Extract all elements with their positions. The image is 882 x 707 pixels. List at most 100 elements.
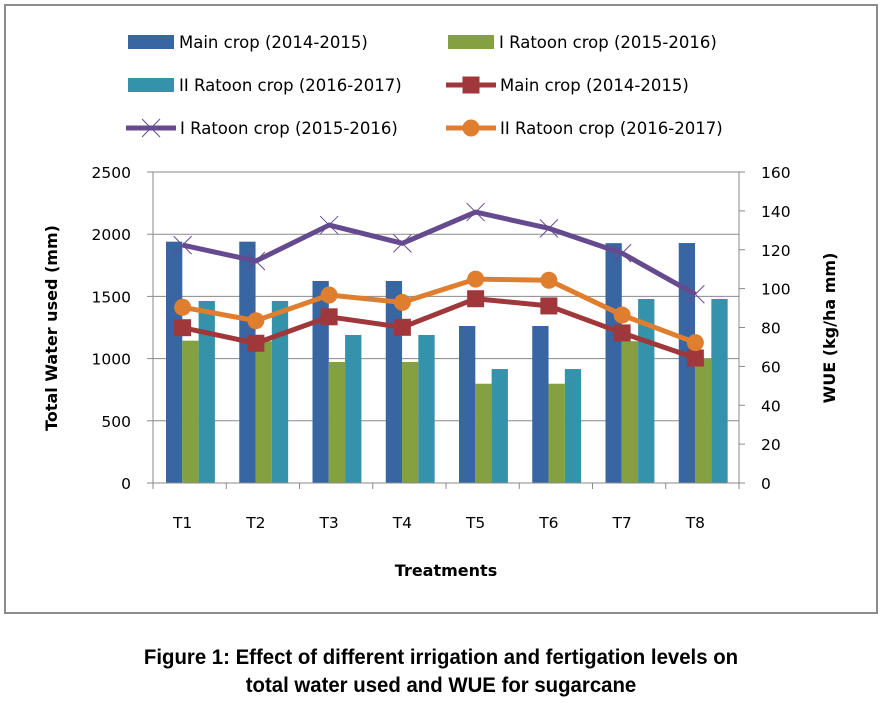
- line-1-point-t5: [467, 290, 485, 308]
- chart-frame: [4, 4, 878, 614]
- line-3-point-t2: [247, 312, 265, 330]
- bar-1-t3: [312, 280, 329, 483]
- line-series-1: [182, 296, 697, 361]
- bar-3-t2: [271, 301, 289, 483]
- legend-label: II Ratoon crop (2016-2017): [179, 76, 402, 95]
- legend-label: Main crop (2014-2015): [179, 33, 368, 52]
- x-stroke: [319, 215, 339, 235]
- y-axis-title: Total Water used (mm): [42, 225, 61, 431]
- y-tick-label: 1500: [92, 288, 131, 306]
- line-1-point-t7: [613, 324, 631, 342]
- bar-2-t5: [475, 383, 492, 483]
- legend-label: I Ratoon crop (2015-2016): [180, 119, 398, 138]
- line-2-point-t1: [173, 235, 192, 255]
- x-stroke: [466, 202, 485, 222]
- x-tick-label: T8: [685, 514, 705, 532]
- y-tick-label: 0: [121, 475, 131, 493]
- line-1-point-t4: [393, 318, 411, 336]
- bar-3-t6: [564, 369, 582, 483]
- line-3-point-t6: [540, 271, 558, 289]
- line-1-point-t1: [174, 319, 192, 337]
- legend-label: II Ratoon crop (2016-2017): [500, 119, 723, 138]
- legend-swatch: [448, 35, 494, 49]
- legend-swatch: [128, 78, 174, 92]
- line-2-point-t3: [319, 215, 339, 235]
- caption-line-2: total water used and WUE for sugarcane: [245, 674, 637, 697]
- y2-tick-label: 80: [761, 320, 781, 338]
- legend-item-4: Main crop (2014-2015): [446, 76, 689, 95]
- bar-2-t8: [695, 358, 712, 483]
- y2-tick-label: 120: [761, 242, 791, 260]
- x-stroke: [393, 233, 412, 253]
- tick-labels: 0 500 1000 1500 2000 2500 0 20 40 60 80 100 120 140 16…: [92, 164, 791, 532]
- x-stroke: [173, 235, 192, 255]
- line-3-point-t5: [467, 270, 485, 288]
- x-tick-label: T7: [611, 514, 631, 532]
- bar-1-t7: [605, 243, 622, 483]
- legend-item-5: I Ratoon crop (2015-2016): [126, 118, 398, 138]
- x-tick-label: T2: [245, 514, 265, 532]
- legend-item-3: II Ratoon crop (2016-2017): [128, 76, 402, 95]
- line-3-point-t1: [174, 298, 192, 316]
- axes: [147, 171, 745, 489]
- line-2-point-t8: [686, 284, 705, 304]
- bars: [166, 241, 728, 483]
- x-stroke: [246, 251, 266, 271]
- legend-item-6: II Ratoon crop (2016-2017): [446, 119, 723, 138]
- line-2-point-t7: [612, 243, 632, 263]
- line-3-point-t3: [320, 286, 338, 304]
- legend-item-2: I Ratoon crop (2015-2016): [448, 33, 717, 52]
- y-tick-label: 2500: [92, 164, 131, 182]
- legend-marker: [141, 118, 161, 138]
- bar-2-t1: [182, 340, 199, 483]
- line-2-point-t6: [539, 219, 559, 238]
- bar-2-t2: [255, 341, 272, 483]
- line-2-point-t4: [393, 233, 412, 253]
- bar-1-t6: [532, 326, 549, 483]
- lines: [173, 202, 705, 367]
- legend: Main crop (2014-2015) I Ratoon crop (2015…: [126, 33, 723, 138]
- y2-tick-label: 60: [761, 358, 781, 376]
- x-tick-label: T5: [465, 514, 485, 532]
- legend-marker: [462, 76, 480, 94]
- x-tick-label: T1: [172, 514, 192, 532]
- y-tick-label: 500: [101, 413, 131, 431]
- bar-1-t4: [385, 280, 403, 483]
- bar-2-t7: [621, 341, 639, 483]
- line-2-point-t2: [246, 251, 266, 271]
- combo-chart: 0 500 1000 1500 2000 2500 0 20 40 60 80 100 120 140 16…: [42, 33, 839, 580]
- x-stroke: [686, 284, 705, 304]
- x-stroke: [539, 219, 559, 238]
- figure-caption: Figure 1: Effect of different irrigation…: [13, 644, 869, 700]
- x-tick-label: T6: [538, 514, 558, 532]
- bar-1-t5: [459, 326, 476, 483]
- bar-3-t4: [418, 334, 435, 483]
- line-1-point-t3: [320, 308, 338, 326]
- caption-line-1: Figure 1: Effect of different irrigation…: [143, 646, 739, 669]
- line-2-point-t5: [466, 202, 485, 222]
- line-3-point-t8: [686, 334, 704, 352]
- x-stroke: [612, 243, 632, 263]
- line-3-point-t7: [613, 306, 631, 324]
- y-tick-label: 1000: [92, 351, 131, 369]
- legend-label: Main crop (2014-2015): [500, 76, 689, 95]
- y2-tick-label: 40: [761, 397, 781, 415]
- bar-1-t2: [239, 241, 256, 483]
- y2-tick-label: 100: [761, 281, 791, 299]
- legend-item-1: Main crop (2014-2015): [128, 33, 368, 52]
- bar-3-t5: [491, 369, 508, 483]
- bar-3-t8: [711, 299, 728, 483]
- bar-2-t4: [402, 361, 419, 483]
- line-3-point-t4: [393, 293, 411, 311]
- bar-2-t6: [548, 383, 565, 483]
- line-1-point-t8: [686, 349, 704, 367]
- y-tick-label: 2000: [92, 226, 131, 244]
- x-stroke: [141, 118, 161, 138]
- legend-swatch: [128, 35, 174, 49]
- x-tick-label: T4: [392, 514, 412, 532]
- line-1-point-t2: [247, 334, 265, 352]
- legend-label: I Ratoon crop (2015-2016): [499, 33, 717, 52]
- bar-2-t3: [328, 361, 346, 483]
- y2-tick-label: 140: [761, 203, 791, 221]
- line-1-point-t6: [540, 297, 558, 315]
